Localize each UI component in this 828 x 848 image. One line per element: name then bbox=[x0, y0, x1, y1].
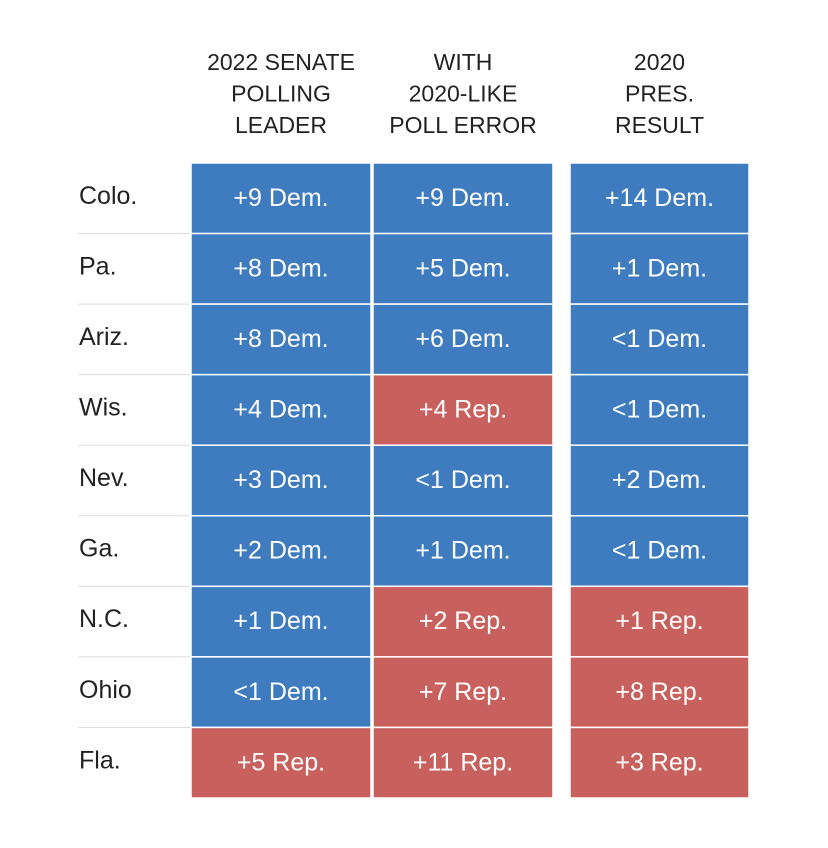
column-header: 2020-LIKE bbox=[409, 81, 518, 107]
cell-value: +6 Dem. bbox=[415, 325, 510, 353]
cell-value: <1 Dem. bbox=[415, 466, 510, 494]
cell bbox=[569, 585, 750, 658]
cell-value: +11 Rep. bbox=[413, 748, 513, 776]
cell bbox=[190, 585, 372, 658]
cell-value: +4 Dem. bbox=[233, 396, 328, 424]
cell-value: +4 Rep. bbox=[419, 396, 507, 424]
cell-value: +1 Rep. bbox=[615, 607, 703, 635]
cell-value: +2 Dem. bbox=[233, 537, 328, 565]
state-label: Ariz. bbox=[79, 323, 129, 351]
cell-value: +5 Dem. bbox=[415, 254, 510, 282]
cell-value: <1 Dem. bbox=[612, 537, 707, 565]
cell bbox=[190, 373, 372, 446]
cell bbox=[372, 656, 554, 729]
state-label: Ga. bbox=[79, 535, 119, 563]
cell-value: +8 Dem. bbox=[233, 254, 328, 282]
column-header: 2020 bbox=[634, 49, 685, 75]
cell bbox=[190, 303, 372, 376]
column-header: WITH bbox=[434, 49, 493, 75]
cell-value: +1 Dem. bbox=[233, 607, 328, 635]
cell-value: +5 Rep. bbox=[237, 748, 325, 776]
state-label: N.C. bbox=[79, 605, 129, 633]
column-header: POLLING bbox=[231, 81, 331, 107]
cell-value: +1 Dem. bbox=[415, 537, 510, 565]
state-label: Ohio bbox=[79, 676, 132, 704]
state-label: Nev. bbox=[79, 464, 129, 492]
column-header: LEADER bbox=[235, 112, 327, 138]
cell-value: +7 Rep. bbox=[419, 678, 507, 706]
column-header: POLL ERROR bbox=[389, 112, 536, 138]
cell-value: +9 Dem. bbox=[233, 184, 328, 212]
state-label: Colo. bbox=[79, 182, 137, 210]
cell-value: +3 Rep. bbox=[615, 748, 703, 776]
cell bbox=[190, 515, 372, 588]
cell-value: +3 Dem. bbox=[233, 466, 328, 494]
cell-value: +2 Rep. bbox=[419, 607, 507, 635]
cell bbox=[569, 232, 750, 305]
cell bbox=[569, 373, 750, 446]
cell bbox=[372, 232, 554, 305]
column-header: RESULT bbox=[615, 112, 704, 138]
cell bbox=[190, 656, 372, 729]
cell-value: +14 Dem. bbox=[605, 184, 714, 212]
cell bbox=[372, 515, 554, 588]
cell-value: +9 Dem. bbox=[415, 184, 510, 212]
cell bbox=[190, 162, 372, 235]
cell-value: +8 Dem. bbox=[233, 325, 328, 353]
cell bbox=[190, 232, 372, 305]
cell bbox=[372, 444, 554, 517]
column-header: 2022 SENATE bbox=[207, 49, 355, 75]
cell bbox=[569, 726, 750, 799]
cell bbox=[372, 162, 554, 235]
column-header: PRES. bbox=[625, 81, 694, 107]
cell-value: <1 Dem. bbox=[233, 678, 328, 706]
state-label: Wis. bbox=[79, 394, 128, 422]
cell-value: +2 Dem. bbox=[612, 466, 707, 494]
cell-value: <1 Dem. bbox=[612, 325, 707, 353]
cell bbox=[569, 515, 750, 588]
cell bbox=[569, 444, 750, 517]
state-label: Fla. bbox=[79, 746, 121, 774]
cell-value: +1 Dem. bbox=[612, 254, 707, 282]
state-label: Pa. bbox=[79, 252, 117, 280]
cell-value: +8 Rep. bbox=[615, 678, 703, 706]
cell-value: <1 Dem. bbox=[612, 396, 707, 424]
cell bbox=[372, 585, 554, 658]
cell bbox=[569, 162, 750, 235]
cell bbox=[372, 726, 554, 799]
cell bbox=[190, 726, 372, 799]
